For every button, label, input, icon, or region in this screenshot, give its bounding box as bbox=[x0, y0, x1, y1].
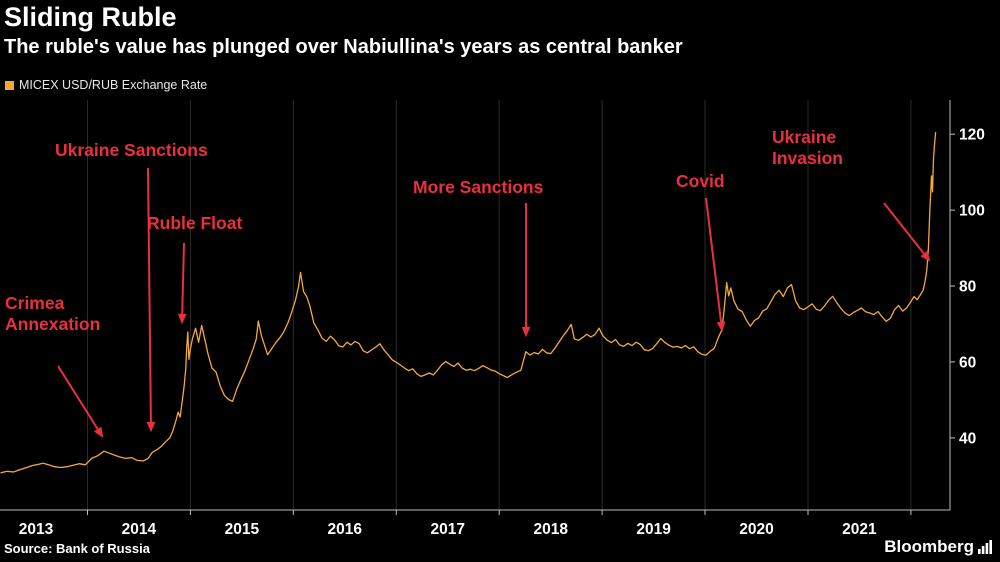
bloomberg-bars-icon bbox=[978, 540, 992, 554]
x-tick-label: 2018 bbox=[533, 521, 568, 538]
y-tick-label: 60 bbox=[959, 354, 976, 371]
exchange-rate-line-chart: 40 60 80 100 120 2013 2014 2015 2016 2017 2018 2019… bbox=[0, 100, 1000, 548]
y-tick-label: 40 bbox=[959, 430, 976, 447]
x-tick-label: 2016 bbox=[328, 521, 363, 538]
x-tick-label: 2019 bbox=[636, 521, 671, 538]
annotation-arrow-covid bbox=[705, 197, 726, 333]
page-subtitle: The ruble's value has plunged over Nabiu… bbox=[4, 36, 683, 58]
annotation-arrow-ukraine-invasion bbox=[883, 202, 931, 262]
usdrub-line-series bbox=[0, 131, 937, 474]
annotation-arrow-ruble-float bbox=[177, 242, 187, 325]
bloomberg-logo: Bloomberg bbox=[884, 537, 992, 557]
y-tick-label: 80 bbox=[959, 279, 976, 296]
chart-canvas: 40 60 80 100 120 2013 2014 2015 2016 2017 2018 2019… bbox=[0, 100, 985, 538]
y-tick-label: 100 bbox=[959, 203, 985, 220]
annotation-arrow-ukraine-sanctions bbox=[146, 167, 156, 433]
x-tick-label: 2013 bbox=[19, 521, 54, 538]
x-tick-label: 2021 bbox=[842, 521, 877, 538]
x-tick-label: 2020 bbox=[739, 521, 773, 538]
bloomberg-wordmark: Bloomberg bbox=[884, 537, 974, 556]
y-tick-label: 120 bbox=[959, 127, 985, 144]
legend-label: MICEX USD/RUB Exchange Rate bbox=[19, 78, 208, 92]
x-tick-label: 2017 bbox=[430, 521, 464, 538]
page-title: Sliding Ruble bbox=[4, 2, 177, 32]
x-tick-label: 2015 bbox=[225, 521, 260, 538]
annotation-arrow-crimea-annexation bbox=[57, 365, 104, 438]
x-tick-label: 2014 bbox=[122, 521, 157, 538]
legend: MICEX USD/RUB Exchange Rate bbox=[5, 78, 207, 92]
legend-swatch-icon bbox=[5, 80, 14, 90]
source-note: Source: Bank of Russia bbox=[4, 541, 150, 556]
